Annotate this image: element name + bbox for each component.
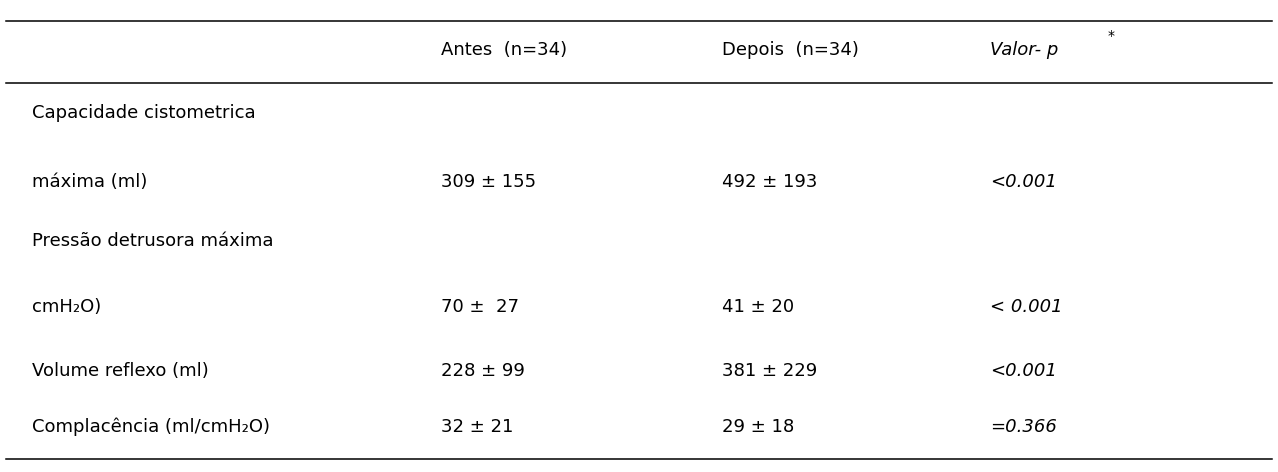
Text: cmH₂O): cmH₂O) — [32, 298, 101, 316]
Text: Antes  (n=34): Antes (n=34) — [441, 41, 567, 59]
Text: 309 ± 155: 309 ± 155 — [441, 173, 535, 191]
Text: <0.001: <0.001 — [990, 173, 1057, 191]
Text: 228 ± 99: 228 ± 99 — [441, 362, 525, 379]
Text: =0.366: =0.366 — [990, 418, 1057, 436]
Text: 492 ± 193: 492 ± 193 — [722, 173, 818, 191]
Text: Depois  (n=34): Depois (n=34) — [722, 41, 859, 59]
Text: 381 ± 229: 381 ± 229 — [722, 362, 818, 379]
Text: Valor- p: Valor- p — [990, 41, 1058, 59]
Text: máxima (ml): máxima (ml) — [32, 173, 147, 191]
Text: Volume reflexo (ml): Volume reflexo (ml) — [32, 362, 208, 379]
Text: 29 ± 18: 29 ± 18 — [722, 418, 795, 436]
Text: 70 ±  27: 70 ± 27 — [441, 298, 519, 316]
Text: Complacência (ml/cmH₂O): Complacência (ml/cmH₂O) — [32, 418, 270, 437]
Text: Capacidade cistometrica: Capacidade cistometrica — [32, 104, 256, 122]
Text: < 0.001: < 0.001 — [990, 298, 1063, 316]
Text: Pressão detrusora máxima: Pressão detrusora máxima — [32, 232, 273, 250]
Text: *: * — [1108, 29, 1114, 43]
Text: 41 ± 20: 41 ± 20 — [722, 298, 794, 316]
Text: <0.001: <0.001 — [990, 362, 1057, 379]
Text: 32 ± 21: 32 ± 21 — [441, 418, 514, 436]
